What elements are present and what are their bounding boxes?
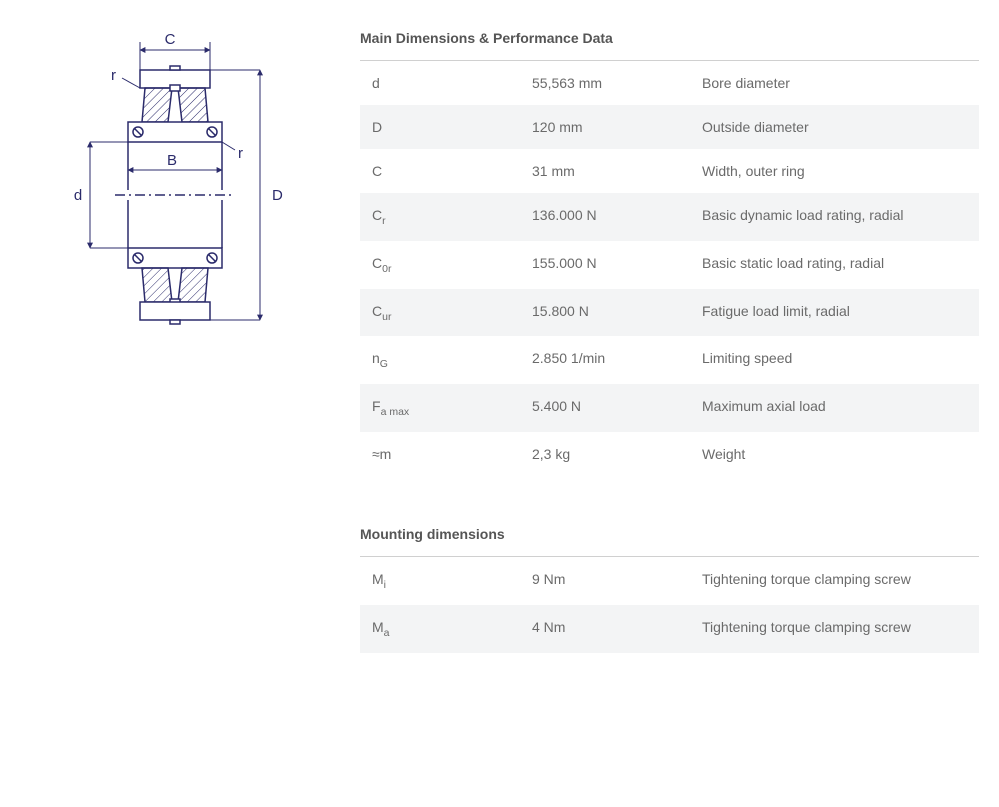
main-section-title: Main Dimensions & Performance Data [360, 30, 979, 46]
spec-description: Basic static load rating, radial [690, 241, 979, 289]
mounting-spec-tbody: Mi9 NmTightening torque clamping screwMa… [360, 556, 979, 652]
data-column: Main Dimensions & Performance Data d55,5… [360, 30, 979, 703]
spec-symbol: ≈m [360, 432, 520, 476]
spec-value: 55,563 mm [520, 61, 690, 106]
spec-row: D120 mmOutside diameter [360, 105, 979, 149]
spec-symbol: nG [360, 336, 520, 384]
spec-value: 120 mm [520, 105, 690, 149]
diagram-column: C r r B d D [60, 30, 320, 703]
spec-description: Weight [690, 432, 979, 476]
spec-value: 4 Nm [520, 605, 690, 653]
main-spec-tbody: d55,563 mmBore diameterD120 mmOutside di… [360, 61, 979, 476]
spec-value: 15.800 N [520, 289, 690, 337]
spec-description: Maximum axial load [690, 384, 979, 432]
spec-description: Tightening torque clamping screw [690, 556, 979, 604]
spec-row: Cur15.800 NFatigue load limit, radial [360, 289, 979, 337]
spec-row: Fa max5.400 NMaximum axial load [360, 384, 979, 432]
spec-row: d55,563 mmBore diameter [360, 61, 979, 106]
spec-value: 2.850 1/min [520, 336, 690, 384]
spec-description: Basic dynamic load rating, radial [690, 193, 979, 241]
spec-value: 155.000 N [520, 241, 690, 289]
page-container: C r r B d D Main Dimensions & Performanc… [60, 30, 979, 703]
spec-row: C31 mmWidth, outer ring [360, 149, 979, 193]
spec-row: Mi9 NmTightening torque clamping screw [360, 556, 979, 604]
spec-value: 5.400 N [520, 384, 690, 432]
dim-label-r-right: r [238, 145, 243, 162]
spec-value: 136.000 N [520, 193, 690, 241]
spec-row: Cr136.000 NBasic dynamic load rating, ra… [360, 193, 979, 241]
spec-description: Width, outer ring [690, 149, 979, 193]
spec-row: C0r155.000 NBasic static load rating, ra… [360, 241, 979, 289]
spec-symbol: C0r [360, 241, 520, 289]
spec-description: Limiting speed [690, 336, 979, 384]
spec-description: Bore diameter [690, 61, 979, 106]
bearing-diagram: C r r B d D [60, 30, 290, 350]
spec-symbol: d [360, 61, 520, 106]
dim-label-d: d [74, 187, 82, 204]
mounting-spec-table: Mi9 NmTightening torque clamping screwMa… [360, 556, 979, 653]
dim-label-D: D [272, 187, 283, 204]
spec-description: Tightening torque clamping screw [690, 605, 979, 653]
spec-description: Outside diameter [690, 105, 979, 149]
spec-symbol: Fa max [360, 384, 520, 432]
spec-description: Fatigue load limit, radial [690, 289, 979, 337]
dim-label-B: B [167, 152, 177, 169]
spec-symbol: Cr [360, 193, 520, 241]
spec-value: 2,3 kg [520, 432, 690, 476]
spec-symbol: Ma [360, 605, 520, 653]
spec-symbol: Cur [360, 289, 520, 337]
dim-label-C: C [165, 31, 176, 48]
spec-symbol: Mi [360, 556, 520, 604]
spec-symbol: C [360, 149, 520, 193]
spec-row: Ma4 NmTightening torque clamping screw [360, 605, 979, 653]
spec-row: nG2.850 1/minLimiting speed [360, 336, 979, 384]
mounting-section-title: Mounting dimensions [360, 526, 979, 542]
dim-label-r-top: r [111, 67, 116, 84]
spec-value: 9 Nm [520, 556, 690, 604]
main-spec-table: d55,563 mmBore diameterD120 mmOutside di… [360, 60, 979, 476]
spec-row: ≈m2,3 kgWeight [360, 432, 979, 476]
spec-value: 31 mm [520, 149, 690, 193]
spec-symbol: D [360, 105, 520, 149]
